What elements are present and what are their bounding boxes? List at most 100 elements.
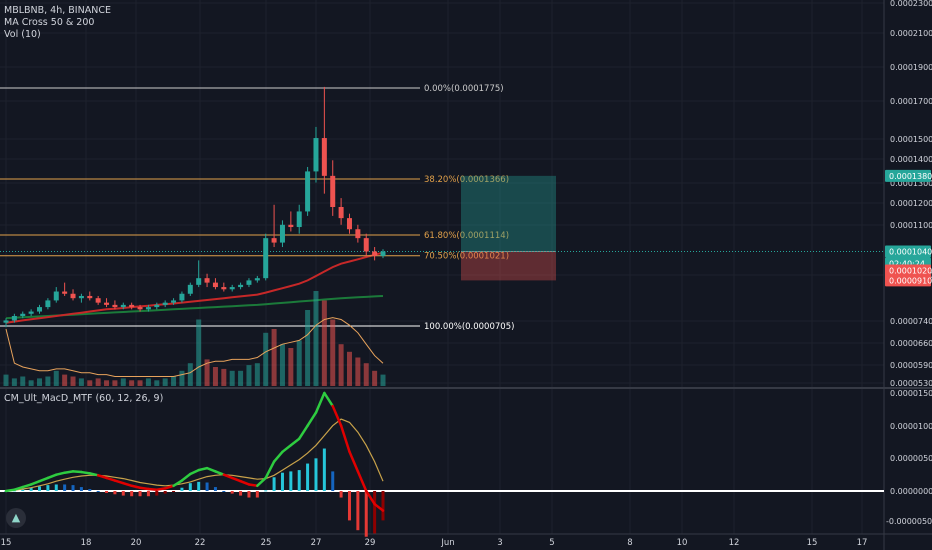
candle-body	[62, 291, 68, 294]
macd-histogram-bar	[331, 471, 335, 491]
volume-bar	[196, 319, 202, 386]
macd-line-segment	[306, 411, 318, 427]
candle-body	[3, 320, 9, 323]
macd-line-segment	[113, 479, 125, 485]
volume-bar	[162, 378, 168, 386]
fib-label: 0.00%(0.0001775)	[424, 84, 504, 94]
price-badge-label: 0.0001040	[889, 247, 932, 256]
volume-bar	[363, 363, 369, 386]
candle-body	[380, 251, 386, 256]
macd-histogram-bar	[188, 483, 192, 491]
macd-line-segment	[297, 424, 309, 440]
volume-bar	[212, 367, 218, 386]
ma-cross-legend[interactable]: MA Cross 50 & 200	[4, 17, 95, 28]
volume-legend[interactable]: Vol (10)	[4, 29, 41, 40]
macd-line-segment	[122, 481, 133, 488]
volume-bar	[11, 378, 17, 386]
ma50-line	[5, 251, 384, 324]
time-axis[interactable]: 15 18 20 22 25 27 29 Jun 3 5 8 10 12 15 17	[1, 538, 868, 548]
macd-signal-line	[5, 418, 384, 492]
candle-body	[212, 282, 218, 288]
macd-line-segment	[272, 450, 284, 463]
long-position-tool[interactable]	[0, 175, 884, 281]
macd-line-segment	[222, 473, 234, 480]
macd-line-segment	[80, 470, 92, 475]
macd-line-segment	[247, 483, 259, 488]
price-badge	[885, 245, 931, 258]
fib-label: 100.00%(0.0000705)	[424, 322, 514, 332]
volume-bar	[45, 376, 51, 386]
macd-line-segment	[373, 502, 385, 512]
price-badge-label: 0.0001380	[889, 172, 932, 181]
macd-legend[interactable]: CM_Ult_MacD_MTF (60, 12, 26, 9)	[4, 393, 164, 404]
volume-bar	[104, 380, 110, 386]
macd-histogram-bar	[46, 485, 50, 491]
volume-bar	[346, 351, 352, 386]
time-tick-label: 5	[549, 538, 554, 548]
candle-body	[330, 175, 336, 207]
macd-line-segment	[331, 404, 343, 427]
macd-histogram-bar	[172, 491, 176, 492]
macd-line-segment	[256, 476, 267, 488]
volume-ma-line	[5, 317, 384, 377]
macd-histogram-bar	[314, 458, 318, 491]
volume-bar	[221, 368, 227, 386]
volume-bar	[78, 378, 84, 386]
macd-histogram-bar	[280, 472, 284, 491]
stop-zone	[461, 251, 556, 281]
macd-line-segment	[38, 476, 50, 483]
macd-line-segment	[348, 450, 360, 473]
candle-body	[28, 311, 34, 314]
macd-histogram-bar	[54, 484, 58, 491]
macd-line-segment	[189, 468, 200, 476]
price-axis[interactable]: 0.0002300 0.0002100 0.0001900 0.0001700 0.00…	[885, 0, 932, 526]
price-badge	[885, 264, 931, 277]
macd-histogram-bar	[88, 489, 92, 491]
candle-body	[171, 300, 177, 303]
macd-histogram-bar	[71, 485, 75, 491]
fib-label: 61.80%(0.0001114)	[424, 231, 509, 241]
macd-histogram-bar	[38, 486, 42, 491]
candle-body	[179, 293, 185, 301]
candle-body	[95, 298, 101, 303]
volume-bar	[238, 370, 244, 386]
macd-histogram-bar	[21, 489, 25, 491]
symbol-legend[interactable]: MBLBNB, 4h, BINANCE	[4, 5, 111, 16]
macd-tick-label: 0.0000100	[890, 422, 932, 431]
macd-line-segment	[323, 391, 334, 408]
macd-line-segment	[105, 476, 117, 482]
candle-body	[37, 307, 43, 312]
macd-line-segment	[55, 471, 66, 476]
volume-bar	[137, 380, 143, 386]
macd-pane	[0, 391, 884, 537]
volume-bar	[53, 370, 59, 386]
candle-body	[263, 238, 269, 279]
macd-tick-label: 0.0000000	[890, 487, 932, 496]
candle-body	[129, 304, 135, 308]
candle-body	[221, 287, 227, 290]
macd-line-segment	[21, 483, 33, 489]
candle-body	[279, 224, 285, 243]
macd-line-segment	[172, 479, 184, 488]
candle-body	[87, 295, 93, 299]
candle-body	[196, 278, 202, 285]
macd-line-segment	[88, 472, 100, 477]
candle-body	[363, 238, 369, 252]
candle-body	[11, 315, 17, 321]
macd-line-segment	[46, 473, 58, 480]
macd-histogram-bar	[180, 487, 184, 491]
candle-body	[187, 284, 193, 294]
volume-bar	[355, 357, 361, 386]
tradingview-logo-icon[interactable]: ▲	[6, 508, 26, 528]
volume-bar	[229, 370, 235, 386]
time-tick-label: 3	[497, 538, 502, 548]
time-tick-label: 8	[627, 538, 632, 548]
fib-retracement[interactable]: 0.00%(0.0001775) 38.20%(0.0001366) 61.80%(…	[0, 84, 514, 332]
macd-histogram-bar	[163, 491, 167, 494]
price-tick-label: 0.0001400	[890, 155, 932, 164]
time-tick-label: 15	[1, 538, 12, 548]
time-tick-label: 10	[677, 538, 688, 548]
volume-bar	[179, 370, 185, 386]
time-tick-label: 29	[365, 538, 376, 548]
